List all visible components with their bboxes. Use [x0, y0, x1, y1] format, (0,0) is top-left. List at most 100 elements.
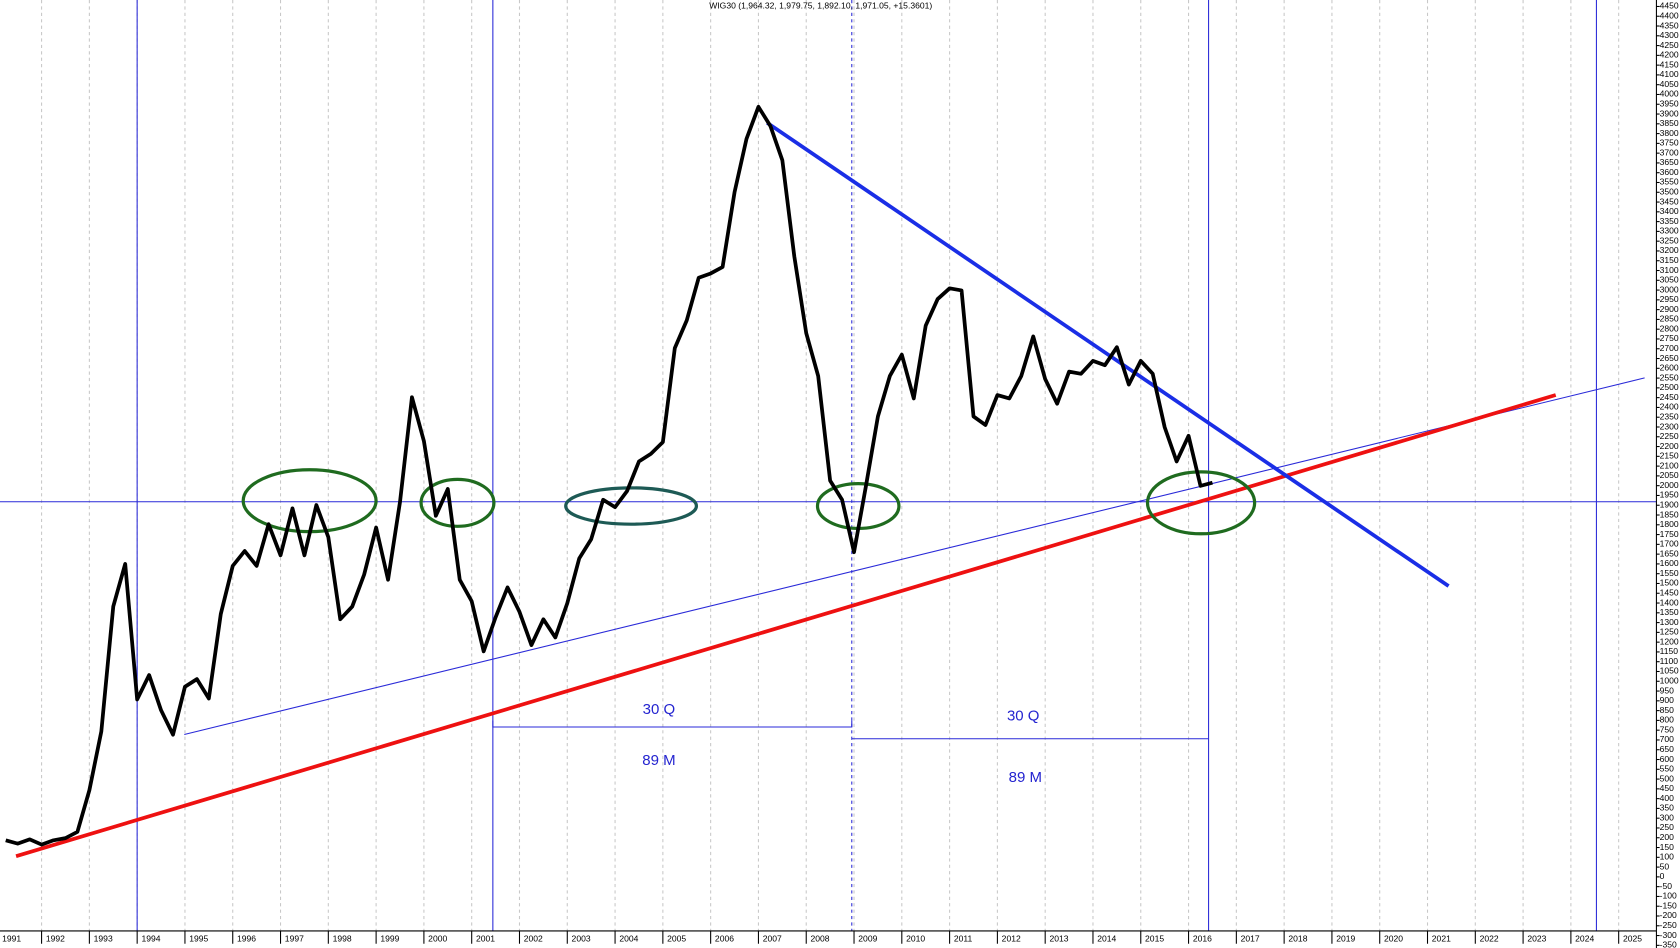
- y-tick-label: 900: [1660, 695, 1675, 705]
- y-tick-label: 1650: [1660, 548, 1679, 558]
- y-tick-label: 950: [1660, 685, 1675, 695]
- grid: [41, 0, 1620, 931]
- y-tick-label: 3800: [1660, 128, 1679, 138]
- y-tick-label: 1000: [1660, 676, 1679, 686]
- y-tick-label: 2250: [1660, 431, 1679, 441]
- y-tick-label: 600: [1660, 754, 1675, 764]
- y-tick-label: -150: [1660, 900, 1677, 910]
- y-tick-label: 2000: [1660, 480, 1679, 490]
- y-tick-label: 2750: [1660, 333, 1679, 343]
- y-tick-label: 3600: [1660, 167, 1679, 177]
- y-tick-label: -250: [1660, 920, 1677, 930]
- x-tick-label: 1996: [237, 934, 256, 944]
- x-tick-label: 2000: [428, 934, 447, 944]
- x-tick-label: 2013: [1049, 934, 1068, 944]
- y-tick-label: 2100: [1660, 460, 1679, 470]
- trend-line: [15, 393, 1557, 858]
- y-tick-label: -50: [1660, 881, 1673, 891]
- y-tick-label: 3000: [1660, 284, 1679, 294]
- x-tick-label: 2015: [1145, 934, 1164, 944]
- y-tick-label: 4250: [1660, 40, 1679, 50]
- x-tick-label: 2008: [811, 934, 830, 944]
- y-tick-label: 2450: [1660, 392, 1679, 402]
- y-tick-label: 1150: [1660, 646, 1679, 656]
- y-tick-label: 1700: [1660, 539, 1679, 549]
- y-tick-label: 2550: [1660, 372, 1679, 382]
- x-tick-label: 1999: [380, 934, 399, 944]
- y-tick-label: 3900: [1660, 108, 1679, 118]
- x-tick-label: 2005: [667, 934, 686, 944]
- x-tick-label: 2021: [1432, 934, 1451, 944]
- price-line: [5, 104, 1213, 847]
- annotation: 30 Q: [643, 701, 676, 718]
- y-tick-label: 300: [1660, 812, 1675, 822]
- y-tick-label: 550: [1660, 764, 1675, 774]
- y-tick-label: 3300: [1660, 226, 1679, 236]
- y-tick-label: 1850: [1660, 509, 1679, 519]
- y-tick-label: 2600: [1660, 363, 1679, 373]
- x-tick-label: 2001: [476, 934, 495, 944]
- y-tick-label: 2300: [1660, 421, 1679, 431]
- ellipse: [564, 486, 699, 526]
- y-tick-label: -100: [1660, 891, 1677, 901]
- y-tick-label: 3650: [1660, 157, 1679, 167]
- x-tick-label: 1992: [46, 934, 65, 944]
- trend-line: [766, 121, 1450, 588]
- y-tick-label: 1050: [1660, 666, 1679, 676]
- y-tick-label: 400: [1660, 793, 1675, 803]
- x-tick-label: 1995: [189, 934, 208, 944]
- y-tick-label: 4400: [1660, 11, 1679, 21]
- y-tick-label: -350: [1660, 940, 1677, 948]
- annotation: 89 M: [1009, 769, 1042, 786]
- y-tick-label: 4150: [1660, 59, 1679, 69]
- y-tick-label: 2900: [1660, 304, 1679, 314]
- y-tick-label: 700: [1660, 734, 1675, 744]
- y-tick-label: 850: [1660, 705, 1675, 715]
- y-tick-label: 3450: [1660, 196, 1679, 206]
- y-tick-label: 4000: [1660, 89, 1679, 99]
- y-tick-label: 1900: [1660, 500, 1679, 510]
- y-tick-label: 3850: [1660, 118, 1679, 128]
- y-tick-label: 1100: [1660, 656, 1679, 666]
- x-tick-label: 1994: [141, 934, 160, 944]
- y-tick-label: 350: [1660, 803, 1675, 813]
- y-tick-label: 1450: [1660, 588, 1679, 598]
- y-tick-label: 50: [1660, 861, 1670, 871]
- y-tick-label: 1950: [1660, 490, 1679, 500]
- y-tick-label: 2500: [1660, 382, 1679, 392]
- y-tick-label: 2800: [1660, 323, 1679, 333]
- y-tick-label: 200: [1660, 832, 1675, 842]
- y-tick-label: 250: [1660, 822, 1675, 832]
- y-tick-label: 3750: [1660, 138, 1679, 148]
- y-tick-label: 2650: [1660, 353, 1679, 363]
- y-tick-label: 1800: [1660, 519, 1679, 529]
- y-tick-label: 3100: [1660, 265, 1679, 275]
- y-tick-label: 3150: [1660, 255, 1679, 265]
- y-tick-label: 4050: [1660, 79, 1679, 89]
- y-tick-label: 650: [1660, 744, 1675, 754]
- x-tick-label: 2004: [619, 934, 638, 944]
- x-tick-label: 2002: [524, 934, 543, 944]
- x-tick-label: 2017: [1241, 934, 1260, 944]
- y-tick-label: 4350: [1660, 20, 1679, 30]
- x-tick-label: 2006: [715, 934, 734, 944]
- y-tick-label: 2050: [1660, 470, 1679, 480]
- y-tick-label: 3550: [1660, 177, 1679, 187]
- annotation: 30 Q: [1007, 707, 1040, 724]
- overlays: [0, 0, 1657, 931]
- x-tick-label: 1991: [2, 934, 21, 944]
- y-tick-label: 3250: [1660, 235, 1679, 245]
- annotation: 89 M: [642, 752, 675, 769]
- y-tick-label: 3700: [1660, 147, 1679, 157]
- y-tick-label: 4300: [1660, 30, 1679, 40]
- x-tick-label: 1993: [94, 934, 113, 944]
- ellipse: [241, 468, 378, 534]
- x-tick-label: 2014: [1097, 934, 1116, 944]
- y-tick-label: 1350: [1660, 607, 1679, 617]
- x-tick-label: 2025: [1623, 934, 1642, 944]
- y-tick-label: 500: [1660, 773, 1675, 783]
- y-tick-label: 1750: [1660, 529, 1679, 539]
- y-tick-label: 1600: [1660, 558, 1679, 568]
- x-tick-label: 2016: [1193, 934, 1212, 944]
